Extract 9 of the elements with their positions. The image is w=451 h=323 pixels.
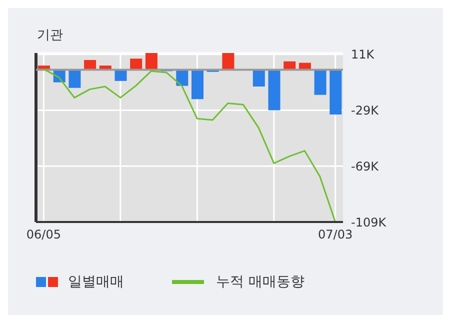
y-tick-label: -109K [351, 215, 388, 230]
y-tick-label: -69K [351, 159, 380, 174]
legend-label: 일별매매 [68, 273, 124, 291]
y-tick-label: 11K [351, 48, 376, 62]
y-tick-label: -29K [351, 104, 380, 118]
chart-title: 기관 [37, 27, 63, 44]
x-tick-label: 07/03 [318, 228, 353, 242]
legend-label: 누적 매매동향 [216, 273, 304, 291]
x-tick-label: 06/05 [26, 228, 61, 242]
